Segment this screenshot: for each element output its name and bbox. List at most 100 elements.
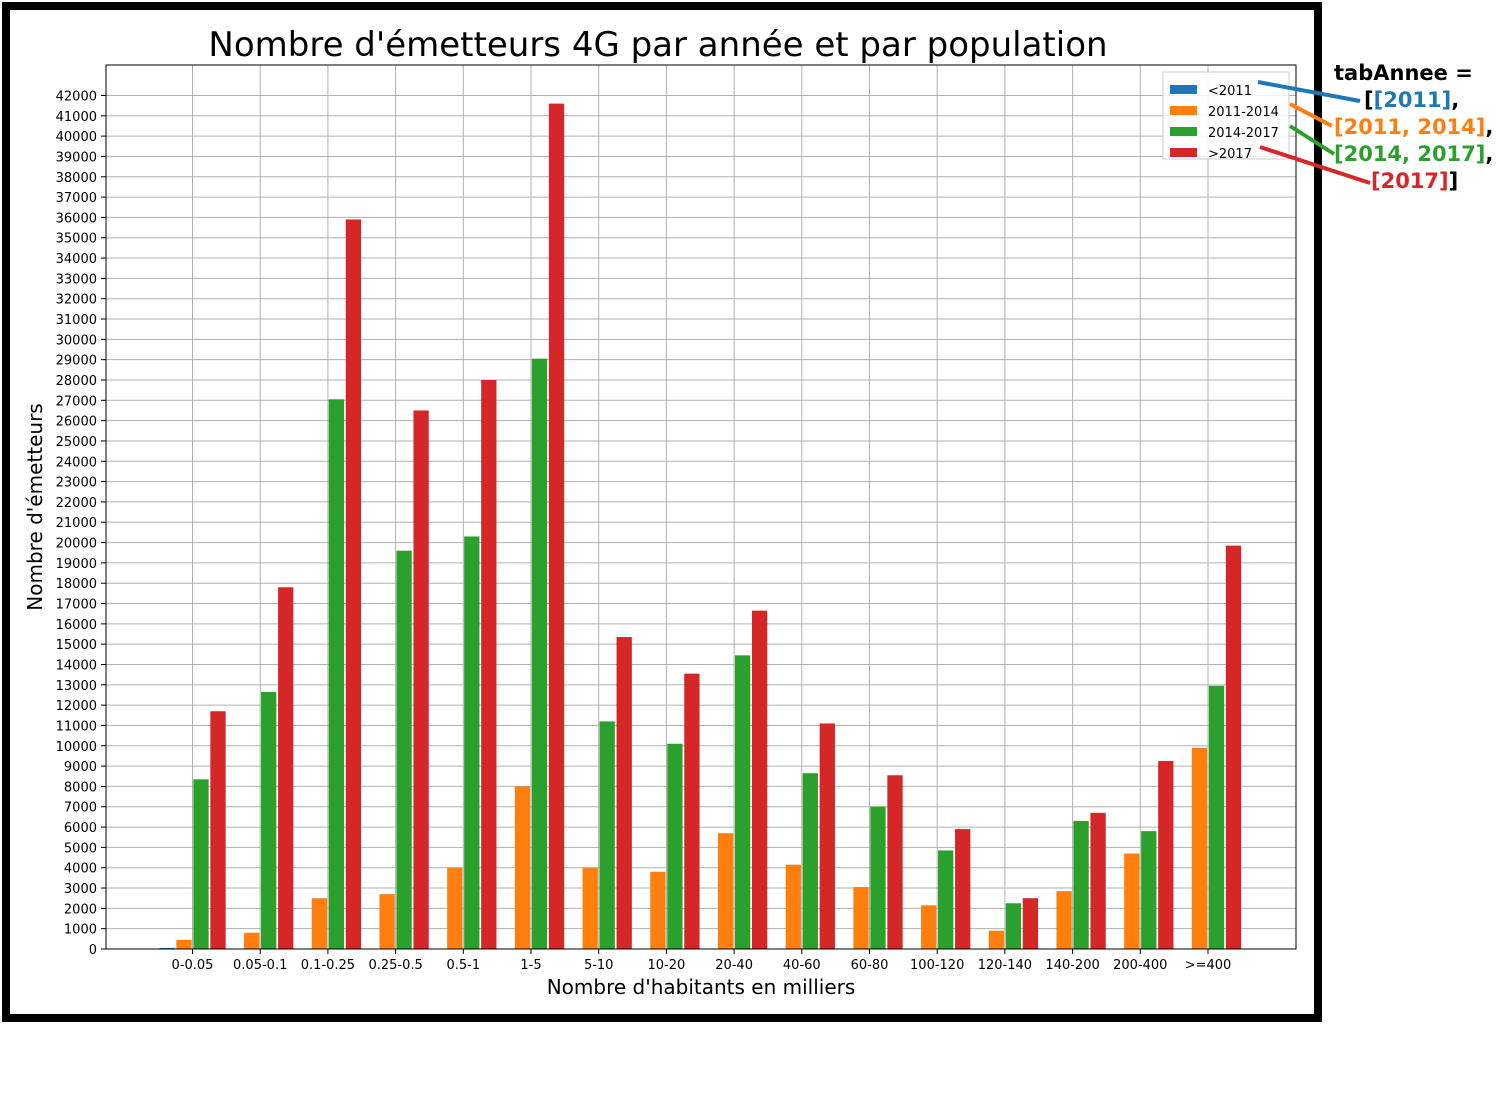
y-tick-label: 0 [89,943,97,958]
bar [328,399,345,949]
bar [531,358,548,949]
bar [1090,812,1106,949]
x-tick-label: 1-5 [520,958,541,973]
bar [853,887,869,949]
bar [751,610,768,949]
bar [802,773,818,949]
annotation-line-1: [[2011], [1364,87,1459,114]
x-tick-label: 0-0.05 [172,958,214,973]
y-tick-label: 21000 [56,516,97,531]
bar [938,850,954,949]
bar [667,743,683,949]
legend-swatch [1170,106,1197,115]
bar [345,219,362,949]
grid-lines [106,65,1296,950]
y-tick-label: 23000 [56,476,97,491]
x-tick-label: 0.25-0.5 [368,958,422,973]
y-tick-label: 35000 [56,232,97,247]
y-tick-label: 30000 [56,333,97,348]
y-tick-label: 11000 [56,719,97,734]
legend: <2011 2011-2014 2014-2017 >2017 [1162,71,1290,162]
y-tick-label: 24000 [56,455,97,470]
annotation-item-2017: [2017] [1371,169,1449,193]
y-tick-label: 28000 [56,374,97,389]
legend-label: 2011-2014 [1208,105,1279,120]
y-tick-label: 18000 [56,577,97,592]
y-tick-label: 5000 [64,841,97,856]
bar [396,550,412,949]
x-axis-label: Nombre d'habitants en milliers [547,975,856,999]
x-tick-label: 200-400 [1113,958,1167,973]
bar [582,867,598,949]
y-tick-label: 4000 [64,862,97,877]
y-tick-label: 13000 [56,679,97,694]
y-tick-label: 22000 [56,496,97,511]
y-tick-label: 10000 [56,740,97,755]
legend-swatch [1170,148,1197,157]
bar [819,723,835,949]
bar [870,806,886,949]
annotation-item-2014-2017: [2014, 2017] [1334,142,1486,166]
bar [514,786,531,949]
y-axis-ticks: 0 1000 2000 3000 4000 5000 6000 7000 8000 9000 100… [56,89,106,958]
y-tick-label: 8000 [64,780,97,795]
bar [481,379,497,949]
bar [1141,831,1157,949]
x-tick-label: >=400 [1185,958,1232,973]
y-tick-label: 16000 [56,618,97,633]
y-tick-label: 40000 [56,130,97,145]
bar [176,939,192,949]
annotation-comma-3: , [1485,142,1494,166]
y-tick-label: 6000 [64,821,97,836]
y-tick-label: 34000 [56,252,97,267]
bar [210,711,226,949]
y-tick-label: 29000 [56,354,97,369]
annotation-line-4: [2017]] [1371,168,1458,195]
legend-label: 2014-2017 [1208,126,1279,141]
annotation-item-2011-2014: [2011, 2014] [1334,115,1486,139]
bar [650,871,666,949]
bar [684,673,700,949]
figure-frame: Nombre d'émetteurs 4G par année et par p… [2,2,1322,1022]
annotation-line-3: [2014, 2017], [1334,141,1493,168]
bar [1208,685,1225,949]
y-tick-label: 32000 [56,293,97,308]
x-tick-label: 0.5-1 [446,958,480,973]
annotation-line-2: [2011, 2014], [1334,114,1493,141]
bar [1005,903,1022,949]
x-tick-label: 10-20 [648,958,686,973]
bar [159,947,175,949]
bar [193,779,209,949]
bar [1191,747,1208,949]
bar [616,637,632,949]
y-tick-label: 20000 [56,537,97,552]
bar [261,691,277,949]
y-tick-label: 19000 [56,557,97,572]
plot-area [105,64,1297,950]
x-tick-label: 120-140 [978,958,1032,973]
bar [278,587,294,949]
legend-swatch [1170,127,1197,136]
y-tick-label: 1000 [64,923,97,938]
annotation-label: tabAnnee = [1334,61,1473,85]
chart-title: Nombre d'émetteurs 4G par année et par p… [208,25,1107,65]
y-tick-label: 3000 [64,882,97,897]
bar [734,655,751,949]
y-tick-label: 27000 [56,394,97,409]
y-tick-label: 33000 [56,272,97,287]
y-tick-label: 41000 [56,110,97,125]
y-tick-label: 7000 [64,801,97,816]
y-tick-label: 39000 [56,150,97,165]
bar [1022,898,1039,949]
bar [921,905,937,949]
x-tick-label: 0.05-0.1 [233,958,287,973]
bar [548,103,565,949]
bar [1073,820,1089,949]
x-tick-label: 40-60 [783,958,821,973]
bar [311,898,328,949]
x-axis-ticks: 0-0.05 0.05-0.1 0.1-0.25 0.25-0.5 0.5-1 1-5 5-… [172,949,1232,973]
bar [464,536,480,949]
bar [1225,545,1242,949]
y-tick-label: 9000 [64,760,97,775]
bars [159,103,1242,949]
